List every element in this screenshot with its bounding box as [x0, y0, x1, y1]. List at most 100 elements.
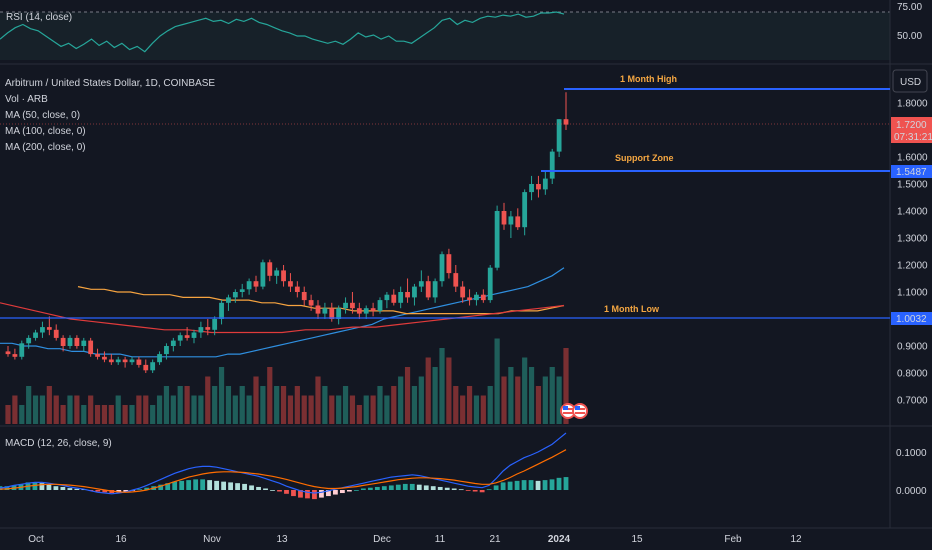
- macd-hist-bar: [46, 484, 52, 490]
- macd-hist-bar: [458, 489, 464, 491]
- candle: [425, 275, 431, 301]
- volume-bar: [53, 395, 59, 424]
- macd-hist-bar: [507, 481, 513, 490]
- macd-hist-bar: [200, 479, 206, 490]
- macd-hist-bar: [395, 484, 401, 490]
- candle-body: [439, 254, 445, 282]
- macd-hist-bar: [381, 486, 387, 490]
- currency-button[interactable]: [892, 69, 928, 93]
- candle: [157, 351, 162, 365]
- candle: [556, 119, 562, 157]
- candles: [5, 92, 569, 373]
- volume-bar: [156, 395, 163, 424]
- month-low-label: 1 Month Low: [604, 304, 660, 314]
- candle-body: [150, 362, 156, 371]
- candle: [267, 259, 273, 282]
- macd-hist-bar: [284, 490, 289, 494]
- volume-bar: [542, 376, 548, 424]
- volume-bar: [274, 386, 280, 424]
- volume-bar: [494, 338, 500, 424]
- macd-hist-bar: [465, 490, 471, 491]
- candle-body: [418, 281, 424, 287]
- volume-bar: [336, 395, 342, 424]
- candle-body: [522, 192, 528, 228]
- candle: [288, 273, 293, 292]
- indicator-ma50[interactable]: MA (50, close, 0): [5, 110, 80, 121]
- support-zone-label: Support Zone: [615, 153, 674, 163]
- candle: [494, 205, 500, 271]
- macd-line: [0, 432, 567, 495]
- macd-hist-bar: [291, 490, 296, 497]
- candle: [246, 278, 252, 295]
- candle-body: [136, 359, 142, 365]
- volume-bar: [356, 405, 362, 424]
- volume-bar: [453, 386, 459, 424]
- time-axis[interactable]: Oct 16 Nov 13 Dec 11 21 2024 15 Feb 12: [28, 534, 802, 545]
- candle: [198, 321, 204, 338]
- macd-hist-bar: [346, 490, 352, 492]
- candle-body: [480, 294, 486, 301]
- macd-label[interactable]: MACD (12, 26, close, 9): [5, 438, 112, 449]
- volume-bar: [184, 386, 190, 424]
- macd-hist-bar: [486, 489, 492, 491]
- support-price-badge: [891, 165, 932, 178]
- indicator-ma100[interactable]: MA (100, close, 0): [5, 126, 86, 137]
- indicator-volume[interactable]: Vol · ARB: [5, 94, 48, 105]
- volume-bar: [425, 357, 431, 424]
- candle: [274, 267, 280, 284]
- candle: [322, 302, 328, 319]
- macd-hist-bar: [60, 486, 66, 490]
- volume-bar: [253, 376, 259, 424]
- candle-body: [260, 262, 266, 287]
- macd-hist-bar: [102, 490, 108, 493]
- time-tick: Feb: [724, 534, 742, 545]
- volume-bar: [528, 367, 535, 424]
- volume-bar: [280, 386, 287, 424]
- macd-hist-bar: [214, 480, 220, 490]
- macd-hist-bar: [53, 486, 59, 490]
- chart-title[interactable]: Arbitrum / United States Dollar, 1D, COI…: [5, 78, 215, 89]
- candle-body: [412, 286, 417, 298]
- countdown-timer: 07:31:21: [894, 132, 932, 143]
- indicator-ma200[interactable]: MA (200, close, 0): [5, 142, 86, 153]
- candle-body: [405, 292, 410, 298]
- candle: [232, 289, 238, 303]
- macd-hist-bar: [172, 481, 178, 490]
- candle-body: [26, 337, 32, 344]
- us-flag-icon-2[interactable]: [572, 403, 588, 419]
- volume-bar: [191, 395, 197, 424]
- candle-body: [501, 211, 507, 225]
- macd-hist-bar: [339, 490, 345, 494]
- macd-hist-bar: [493, 485, 499, 490]
- macd-hist-bar: [521, 480, 527, 490]
- macd-hist-bar: [472, 490, 478, 492]
- volume-bar: [294, 386, 300, 424]
- volume-bar: [301, 395, 307, 424]
- candle: [239, 283, 245, 298]
- macd-hist-bar: [319, 490, 324, 498]
- volume-bar: [391, 386, 397, 424]
- macd-hist-bar: [423, 485, 429, 490]
- candle: [377, 297, 383, 314]
- candle-body: [164, 346, 169, 355]
- volume-bar: [535, 386, 542, 424]
- candle: [350, 292, 355, 314]
- volume-bar: [205, 376, 211, 424]
- volume-bar: [67, 395, 73, 424]
- volume-bar: [60, 405, 66, 424]
- candle-body: [343, 302, 348, 309]
- macd-hist-bar: [32, 482, 38, 490]
- currency-label: USD: [900, 77, 921, 88]
- candle-body: [274, 270, 280, 276]
- candle-body: [377, 300, 383, 311]
- candle: [74, 335, 80, 349]
- time-tick: 13: [276, 534, 288, 545]
- volume-bar: [342, 386, 349, 424]
- rsi-label: RSI (14, close): [6, 12, 72, 23]
- volume-bar: [363, 395, 369, 424]
- candle-body: [536, 184, 541, 190]
- candle: [19, 340, 25, 360]
- price-tick: 0.9000: [897, 342, 928, 353]
- candle: [95, 348, 100, 360]
- candle: [294, 281, 300, 298]
